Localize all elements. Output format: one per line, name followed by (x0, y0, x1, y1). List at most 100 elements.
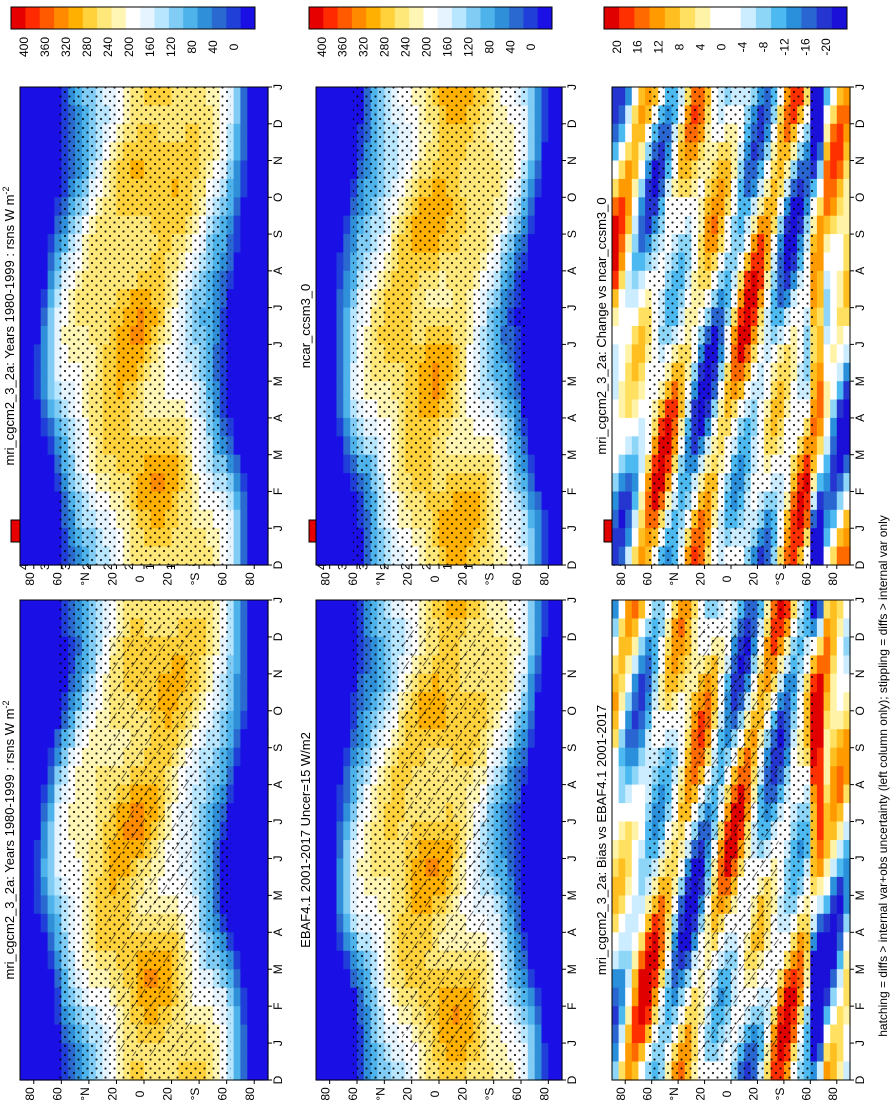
heatmap-cell (343, 473, 351, 493)
heatmap-cell (322, 913, 331, 933)
heatmap-cell (20, 123, 28, 143)
heatmap-cell (40, 344, 49, 364)
heatmap-cell (322, 160, 331, 180)
heatmap-cell (631, 858, 639, 878)
month-tick-label: M (271, 890, 285, 900)
heatmap-cell (247, 858, 255, 878)
heatmap-cell (47, 160, 56, 180)
heatmap-cell (836, 821, 844, 841)
heatmap-cell (26, 803, 35, 823)
heatmap-cell (548, 454, 556, 474)
heatmap-cell (40, 600, 49, 620)
heatmap-cell (830, 692, 838, 712)
heatmap-cell (47, 528, 56, 548)
heatmap-cell (261, 766, 269, 786)
heatmap-cell (527, 618, 536, 638)
heatmap-cell (541, 197, 549, 217)
heatmap-cell (329, 307, 338, 327)
heatmap-cell (336, 270, 344, 290)
heatmap-cell (548, 729, 556, 749)
heatmap-cell (823, 1043, 831, 1063)
heatmap-cell (816, 987, 825, 1007)
heatmap-cell (247, 766, 255, 786)
heatmap-cell (40, 636, 49, 656)
heatmap-cell (40, 987, 49, 1007)
heatmap-cell (816, 876, 825, 896)
heatmap-cell (329, 1043, 338, 1063)
heatmap-cell (548, 509, 556, 529)
heatmap-cell (40, 840, 49, 860)
heatmap-cell (612, 987, 620, 1007)
colorbar-swatch (68, 7, 84, 29)
lat-tick-label: 60 (346, 572, 360, 586)
heatmap-cell (638, 895, 646, 915)
heatmap-cell (336, 784, 344, 804)
heatmap-cell (40, 1061, 49, 1081)
heatmap-cell (343, 784, 351, 804)
heatmap-cell (527, 178, 536, 198)
heatmap-cell (233, 381, 242, 401)
heatmap-cell (541, 600, 549, 620)
month-tick-label: A (565, 414, 579, 422)
heatmap-cell (247, 160, 255, 180)
heatmap-cell (316, 692, 324, 712)
heatmap-cell (33, 1006, 42, 1026)
colorbar-swatch (111, 7, 127, 29)
heatmap-cell (555, 858, 563, 878)
heatmap-cell (47, 784, 56, 804)
heatmap-cell (618, 858, 626, 878)
panel-p1: 80 60 °N 20 0 20 °S 60 80DJFMAMJJASONDJmri_cgcm2… (1, 519, 285, 1101)
heatmap-cell (33, 399, 42, 419)
heatmap-cell (336, 1043, 344, 1063)
heatmap-cell (47, 895, 56, 915)
heatmap-cell (47, 326, 56, 345)
heatmap-cell (555, 618, 563, 638)
heatmap-cell (548, 473, 556, 493)
lat-tick-label: 60 (216, 1087, 230, 1101)
heatmap-cell (534, 87, 543, 106)
heatmap-cell (254, 950, 262, 970)
heatmap-cell (316, 950, 324, 970)
heatmap-cell (638, 600, 646, 620)
heatmap-cell (631, 710, 639, 730)
heatmap-cell (541, 546, 549, 566)
heatmap-cell (534, 950, 543, 970)
heatmap-cell (240, 252, 248, 272)
heatmap-cell (625, 784, 633, 804)
lat-tick-label: °N (373, 572, 387, 585)
heatmap-cell (631, 876, 639, 896)
colorbar-swatch (226, 7, 242, 29)
month-tick-label: A (565, 928, 579, 936)
lat-tick-label: °N (78, 572, 92, 585)
heatmap-cell (555, 234, 563, 254)
heatmap-cell (316, 252, 324, 272)
heatmap-cell (527, 1006, 536, 1026)
lat-tick-label: °S (483, 573, 497, 586)
heatmap-cell (47, 803, 56, 823)
heatmap-cell (631, 673, 639, 693)
heatmap-cell (343, 289, 351, 309)
colorbar-tick-label: 0 (227, 43, 241, 50)
heatmap-cell (336, 932, 344, 952)
heatmap-cell (555, 546, 563, 566)
heatmap-cell (638, 803, 646, 823)
heatmap-cell (343, 729, 351, 749)
heatmap-cell (322, 673, 331, 693)
heatmap-cell (247, 618, 255, 638)
heatmap-cell (316, 546, 324, 566)
heatmap-cell (527, 142, 536, 162)
heatmap-cell (26, 913, 35, 933)
hatching-overlay (402, 624, 489, 1056)
heatmap-cell (47, 969, 56, 989)
heatmap-cell (343, 987, 351, 1007)
heatmap-cell (843, 673, 851, 693)
heatmap-cell (527, 234, 536, 254)
heatmap-cell (343, 491, 351, 511)
heatmap-cell (247, 1061, 255, 1081)
panel-title: mri_cgcm2_3_2a: Years 1980-1999 : rsns W… (1, 701, 17, 980)
colorbar-tick-label: 160 (440, 37, 454, 57)
heatmap-cell (261, 528, 269, 548)
heatmap-cell (40, 491, 49, 511)
heatmap-cell (26, 362, 35, 382)
colorbar-tick-label: 280 (80, 37, 94, 57)
